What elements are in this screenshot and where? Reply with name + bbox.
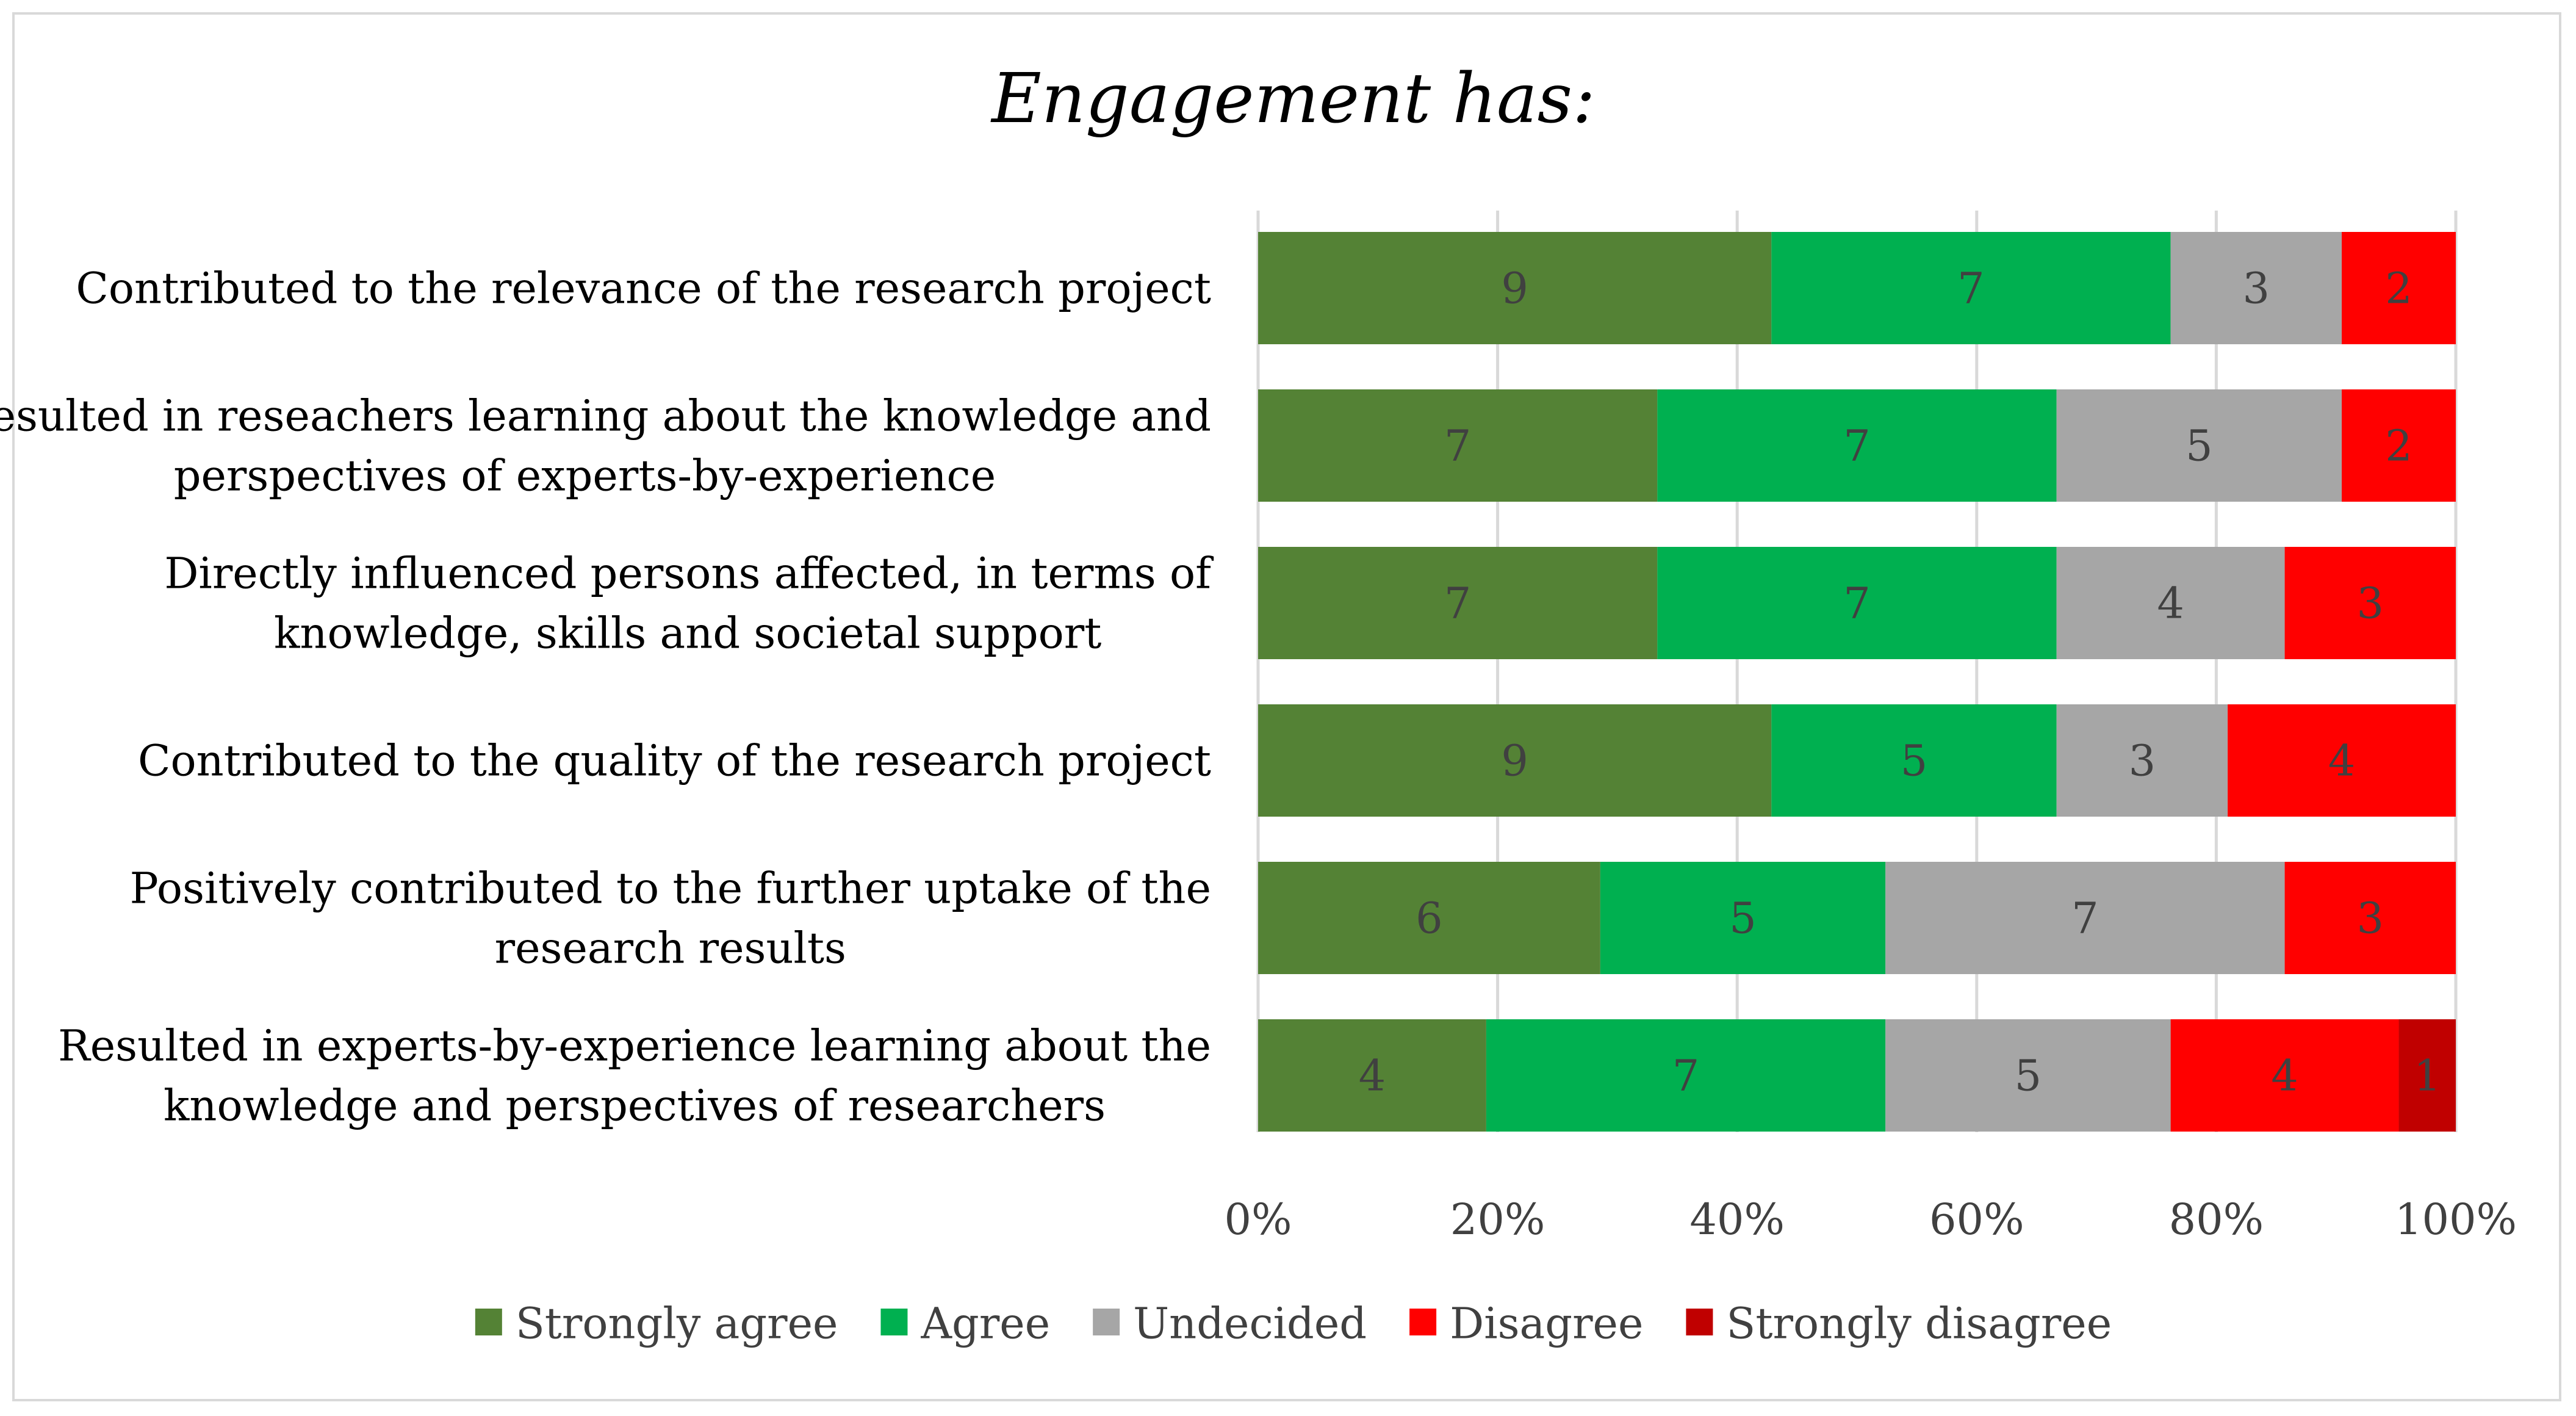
data-label: 3: [2357, 894, 2384, 944]
bar-segment: [1258, 547, 1658, 659]
data-label: 4: [2328, 736, 2356, 786]
legend-swatch: [1409, 1309, 1437, 1335]
category-label: Directly influenced persons affected, in…: [164, 549, 1214, 659]
x-tick-label: 60%: [1929, 1194, 2024, 1244]
data-label: 7: [1957, 264, 1985, 314]
data-label: 7: [1444, 421, 1472, 471]
x-tick-label: 100%: [2395, 1194, 2517, 1244]
data-label: 3: [2243, 264, 2270, 314]
bar-segment: [1600, 862, 1886, 974]
data-label: 5: [1901, 736, 1928, 786]
x-tick-label: 40%: [1689, 1194, 1785, 1244]
category-label-line: research results: [495, 923, 846, 974]
bar-segment: [1486, 1019, 1886, 1132]
data-label: 7: [1843, 421, 1871, 471]
legend-label: Strongly agree: [516, 1298, 838, 1348]
bar-segment: [2170, 232, 2342, 344]
bar-segment: [1771, 704, 2057, 817]
bar-segment: [1657, 547, 2057, 659]
legend-swatch: [1093, 1309, 1120, 1335]
category-label: Contributed to the relevance of the rese…: [76, 264, 1211, 314]
bar-segment: [2284, 862, 2456, 974]
x-tick-label: 80%: [2169, 1194, 2264, 1244]
data-label: 7: [1444, 579, 1472, 629]
data-label: 4: [1359, 1051, 1386, 1101]
x-tick-label: 20%: [1450, 1194, 1545, 1244]
data-label: 3: [2357, 579, 2384, 629]
bar-segment: [1657, 389, 2057, 502]
data-label: 1: [2414, 1051, 2441, 1101]
category-labels: Contributed to the relevance of the rese…: [0, 264, 1214, 1131]
legend-item: Strongly agree: [475, 1298, 838, 1348]
category-label-line: perspectives of experts-by-experience: [174, 451, 996, 501]
data-label: 7: [1843, 579, 1871, 629]
data-label: 7: [1672, 1051, 1700, 1101]
category-label-line: knowledge, skills and societal support: [274, 609, 1101, 659]
legend-swatch: [1686, 1309, 1713, 1335]
bar-segment: [1885, 862, 2285, 974]
data-label: 5: [2186, 421, 2213, 471]
legend-label: Disagree: [1450, 1298, 1643, 1348]
category-label-line: Positively contributed to the further up…: [130, 864, 1211, 914]
legend-item: Disagree: [1409, 1298, 1643, 1348]
category-label: Resulted in reseachers learning about th…: [0, 391, 1211, 501]
data-label: 3: [2129, 736, 2156, 786]
bar-segment: [2342, 232, 2456, 344]
category-label-line: Contributed to the quality of the resear…: [138, 736, 1211, 786]
bar-segment: [2170, 1019, 2399, 1132]
x-axis-ticks: 0% 20% 40% 60% 80% 100%: [1224, 1194, 2517, 1244]
category-label-line: knowledge and perspectives of researcher…: [164, 1081, 1106, 1131]
data-label: 4: [2157, 579, 2184, 629]
data-label: 2: [2385, 421, 2412, 471]
bar-segment: [2056, 704, 2228, 817]
data-label: 6: [1416, 894, 1443, 944]
legend-item: Agree: [880, 1298, 1050, 1348]
bar-segment: [1258, 704, 1772, 817]
legend-item: Undecided: [1093, 1298, 1367, 1348]
data-label: 7: [2071, 894, 2099, 944]
data-label: 2: [2385, 264, 2412, 314]
bar-segment: [1771, 232, 2171, 344]
bar-segment: [2228, 704, 2456, 817]
category-label-line: Resulted in experts-by-experience learni…: [58, 1021, 1211, 1071]
category-label: Positively contributed to the further up…: [130, 864, 1211, 974]
category-label-line: Directly influenced persons affected, in…: [164, 549, 1214, 599]
bar-segment: [2056, 547, 2285, 659]
legend: Strongly agree Agree Undecided Disagree Stro…: [475, 1298, 2112, 1348]
bar-segment: [1258, 389, 1658, 502]
bar-segment: [1258, 862, 1600, 974]
category-label: Contributed to the quality of the resear…: [138, 736, 1211, 786]
legend-swatch: [880, 1309, 908, 1335]
bars-layer: 9 7 3 2 7 7 5 2 7 7 4 3 9 5 3 4 6 5 7 3 4 7 5 4 1: [1258, 232, 2456, 1132]
legend-label: Agree: [920, 1298, 1050, 1348]
data-label: 5: [2015, 1051, 2042, 1101]
data-label: 9: [1501, 736, 1528, 786]
data-label: 9: [1501, 264, 1528, 314]
chart-title: Engagement has:: [990, 59, 1596, 139]
bar-segment: [2398, 1019, 2456, 1132]
legend-label: Undecided: [1133, 1298, 1367, 1348]
x-tick-label: 0%: [1224, 1194, 1292, 1244]
category-label-line: Resulted in reseachers learning about th…: [0, 391, 1211, 441]
legend-item: Strongly disagree: [1686, 1298, 2112, 1348]
bar-segment: [2056, 389, 2342, 502]
bar-segment: [1258, 1019, 1486, 1132]
data-label: 4: [2271, 1051, 2298, 1101]
bar-segment: [2342, 389, 2456, 502]
bar-segment: [1258, 232, 1772, 344]
legend-swatch: [475, 1309, 502, 1335]
category-label-line: Contributed to the relevance of the rese…: [76, 264, 1211, 314]
bar-segment: [2284, 547, 2456, 659]
data-label: 5: [1729, 894, 1757, 944]
legend-label: Strongly disagree: [1726, 1298, 2112, 1348]
category-label: Resulted in experts-by-experience learni…: [58, 1021, 1211, 1131]
grid-layer: [1256, 211, 2458, 1132]
bar-segment: [1885, 1019, 2171, 1132]
